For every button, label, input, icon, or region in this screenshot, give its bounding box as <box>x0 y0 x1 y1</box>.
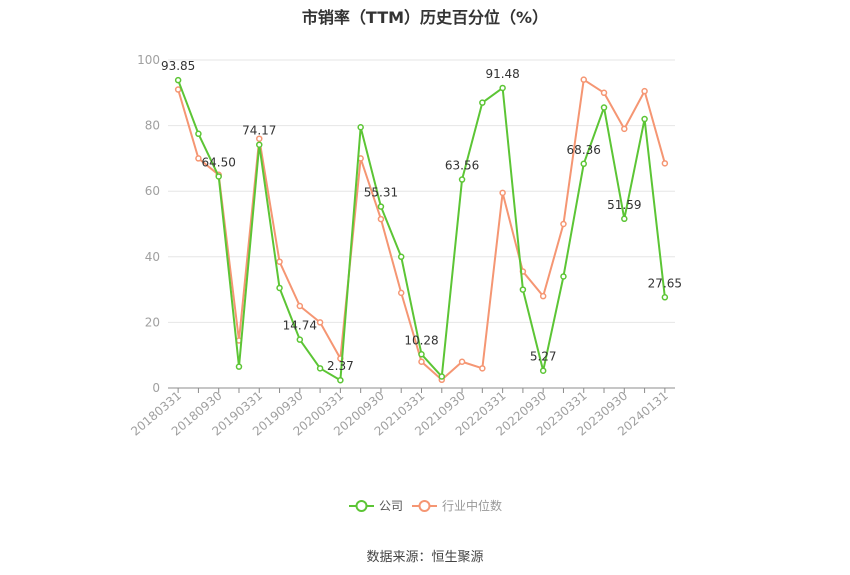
data-label: 2.37 <box>327 359 354 373</box>
industry-point <box>621 125 628 133</box>
legend-marker-industry <box>418 500 431 512</box>
grid-lines <box>168 59 675 323</box>
data-label: 93.85 <box>161 59 195 73</box>
y-tick-label: 40 <box>145 250 160 264</box>
y-tick-label: 20 <box>145 315 160 329</box>
data-label: 63.56 <box>445 159 479 173</box>
industry-point <box>174 86 182 93</box>
data-label: 74.17 <box>242 124 276 138</box>
industry-point <box>661 160 669 167</box>
company-point <box>357 123 364 131</box>
company-point <box>174 76 182 84</box>
data-label: 91.48 <box>485 67 519 81</box>
company-point <box>418 351 425 358</box>
industry-point <box>539 292 547 300</box>
industry-point <box>296 302 304 310</box>
company-point <box>316 365 324 372</box>
data-label: 64.50 <box>202 155 236 169</box>
company-point <box>235 363 243 370</box>
industry-point <box>316 319 324 326</box>
axes: 0204060801002018033120180930201903312019… <box>128 53 675 439</box>
company-point <box>377 203 385 210</box>
industry-point <box>499 189 506 197</box>
company-point <box>479 99 486 106</box>
industry-point <box>580 76 587 83</box>
data-label: 5.27 <box>530 350 557 364</box>
company-point <box>195 130 202 138</box>
company-point <box>539 367 547 374</box>
industry-point <box>377 215 385 223</box>
industry-point <box>641 87 648 95</box>
chart-title: 市销率（TTM）历史百分位（%） <box>301 8 549 27</box>
data-label: 27.65 <box>648 276 682 290</box>
legend: 公司 行业中位数 <box>349 498 502 513</box>
company-point <box>580 160 587 168</box>
data-label: 68.36 <box>567 143 601 157</box>
company-point <box>296 336 304 343</box>
industry-point <box>479 365 486 372</box>
company-point <box>621 215 628 223</box>
industry-point <box>418 358 425 366</box>
industry-point <box>256 135 263 142</box>
series-lines <box>174 76 669 384</box>
legend-item-company[interactable]: 公司 <box>349 499 403 513</box>
company-point <box>337 376 344 384</box>
company-point <box>276 284 283 292</box>
company-point <box>215 173 222 180</box>
company-point <box>600 104 608 111</box>
data-source-note: 数据来源：恒生聚源 <box>366 550 484 565</box>
company-point <box>397 253 405 261</box>
industry-point <box>560 220 567 228</box>
data-label: 10.28 <box>404 333 438 347</box>
legend-label-industry: 行业中位数 <box>442 498 502 513</box>
y-tick-label: 100 <box>137 53 160 67</box>
industry-point <box>458 358 466 366</box>
industry-point <box>276 258 283 265</box>
legend-label-company: 公司 <box>379 499 403 513</box>
legend-item-industry[interactable]: 行业中位数 <box>412 498 502 513</box>
company-point <box>458 176 466 183</box>
data-label: 55.31 <box>364 186 398 200</box>
industry-point <box>397 289 405 297</box>
data-labels: 93.85 64.50 74.17 14.74 2.37 55.31 10.28 63.56 9… <box>161 59 682 373</box>
y-tick-label: 80 <box>145 119 160 133</box>
company-point <box>256 141 263 148</box>
company-point <box>438 373 446 380</box>
y-tick-label: 60 <box>145 184 160 198</box>
company-point <box>499 84 506 92</box>
data-label: 14.74 <box>283 319 317 333</box>
data-label: 51.59 <box>607 198 641 212</box>
y-tick-label: 0 <box>152 381 160 395</box>
company-point <box>661 294 669 301</box>
industry-point <box>195 155 202 162</box>
industry-point <box>600 89 608 97</box>
company-point <box>519 286 527 293</box>
legend-marker-company <box>355 500 368 512</box>
company-point <box>641 115 648 123</box>
company-point <box>560 273 567 280</box>
